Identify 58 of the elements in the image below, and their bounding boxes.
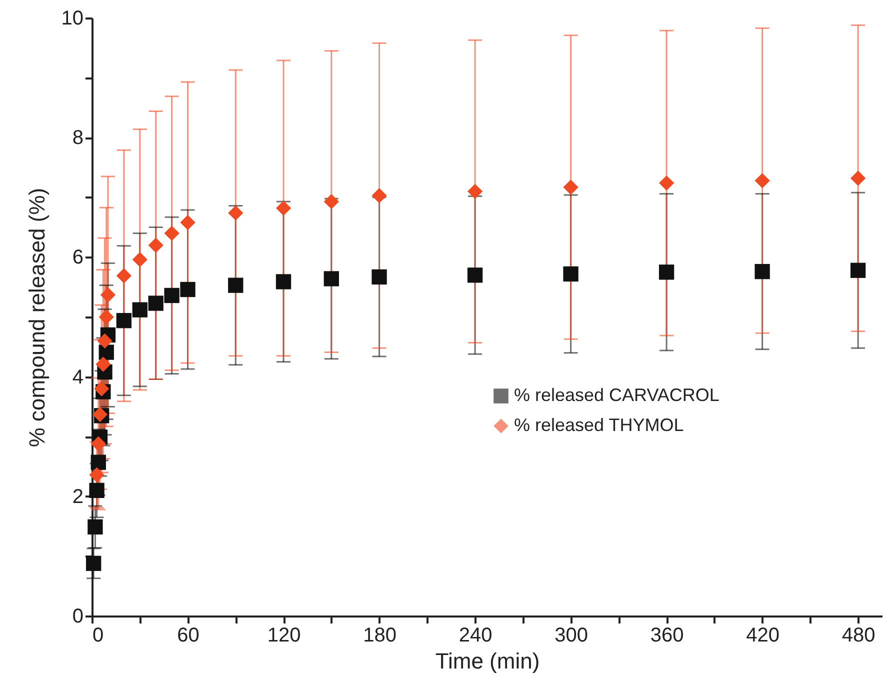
- point: [658, 264, 674, 280]
- point: [324, 194, 339, 210]
- point: [180, 282, 196, 298]
- point: [89, 467, 104, 482]
- point: [148, 238, 164, 253]
- point: [180, 214, 196, 230]
- point: [563, 266, 578, 282]
- point: [97, 333, 112, 349]
- point: [164, 226, 180, 241]
- point: [658, 175, 674, 191]
- point: [754, 264, 770, 280]
- legend-label: % released CARVACROL: [514, 385, 720, 405]
- point: [94, 381, 110, 396]
- x-tick-label: 60: [177, 624, 200, 646]
- y-tick-label: 8: [72, 127, 84, 150]
- point: [372, 188, 387, 204]
- point: [228, 205, 244, 221]
- point: [850, 170, 866, 186]
- point: [90, 436, 106, 452]
- point: [563, 180, 578, 195]
- point: [88, 519, 103, 534]
- y-tick-label: 6: [72, 246, 84, 269]
- y-tick-label: 4: [72, 366, 84, 388]
- x-tick-label: 300: [554, 624, 588, 646]
- point: [467, 184, 483, 200]
- x-axis-title: Time (min): [435, 648, 540, 674]
- y-tick-label: 2: [72, 486, 84, 508]
- point: [86, 556, 102, 571]
- x-tick-label: 120: [267, 624, 301, 646]
- point: [90, 454, 106, 470]
- point: [276, 200, 292, 216]
- point: [850, 262, 866, 278]
- point: [467, 268, 483, 283]
- x-tick-label: 420: [746, 624, 780, 646]
- point: [276, 274, 292, 290]
- legend-label: % released THYMOL: [514, 415, 684, 435]
- point: [100, 287, 116, 302]
- point: [132, 302, 148, 318]
- x-tick-label: 480: [842, 624, 876, 646]
- x-tick-label: 0: [92, 624, 104, 646]
- point: [116, 313, 132, 328]
- point: [96, 356, 111, 372]
- point: [324, 271, 339, 286]
- y-tick-label: 10: [61, 8, 84, 30]
- y-tick-label: 0: [72, 606, 84, 628]
- point: [132, 252, 148, 268]
- point: [148, 296, 164, 311]
- y-axis-title: % compound released (%): [24, 188, 50, 448]
- point: [164, 288, 180, 304]
- x-tick-label: 180: [363, 624, 396, 646]
- point: [98, 309, 114, 325]
- point: [116, 268, 132, 284]
- point: [89, 482, 104, 498]
- x-tick-label: 240: [458, 624, 492, 646]
- point: [372, 269, 387, 285]
- x-tick-label: 360: [650, 624, 684, 646]
- point: [754, 173, 770, 188]
- point: [228, 278, 244, 293]
